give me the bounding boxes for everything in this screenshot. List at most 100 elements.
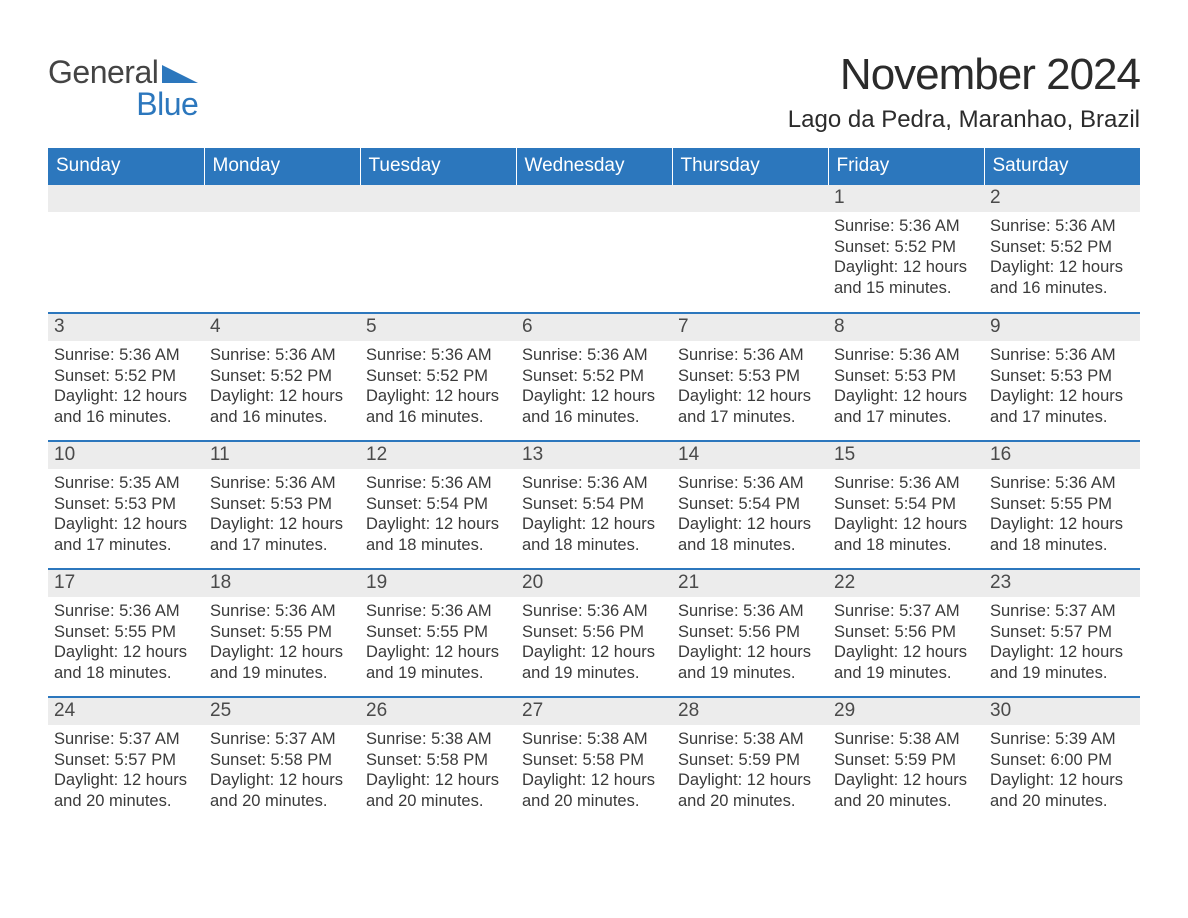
daylight-line: Daylight: 12 hours and 18 minutes. [522,514,666,555]
sunrise-line: Sunrise: 5:38 AM [522,729,666,750]
empty-day [204,185,360,212]
day-number: 17 [48,570,204,597]
daylight-line: Daylight: 12 hours and 19 minutes. [366,642,510,683]
calendar-cell: 24Sunrise: 5:37 AMSunset: 5:57 PMDayligh… [48,697,204,825]
daylight-line: Daylight: 12 hours and 19 minutes. [834,642,978,683]
calendar-cell: 21Sunrise: 5:36 AMSunset: 5:56 PMDayligh… [672,569,828,697]
title-block: November 2024 Lago da Pedra, Maranhao, B… [788,50,1140,134]
sunset-line: Sunset: 5:55 PM [366,622,510,643]
day-number: 19 [360,570,516,597]
daylight-line: Daylight: 12 hours and 20 minutes. [54,770,198,811]
daylight-line: Daylight: 12 hours and 18 minutes. [990,514,1134,555]
day-number: 29 [828,698,984,725]
day-details: Sunrise: 5:38 AMSunset: 5:58 PMDaylight:… [360,725,516,818]
day-number: 10 [48,442,204,469]
day-details: Sunrise: 5:36 AMSunset: 5:56 PMDaylight:… [672,597,828,690]
empty-day [516,185,672,212]
daylight-line: Daylight: 12 hours and 16 minutes. [54,386,198,427]
day-number: 18 [204,570,360,597]
calendar-row: 17Sunrise: 5:36 AMSunset: 5:55 PMDayligh… [48,569,1140,697]
day-details: Sunrise: 5:39 AMSunset: 6:00 PMDaylight:… [984,725,1140,818]
sunset-line: Sunset: 5:52 PM [54,366,198,387]
day-details: Sunrise: 5:36 AMSunset: 5:54 PMDaylight:… [516,469,672,562]
calendar-cell: 15Sunrise: 5:36 AMSunset: 5:54 PMDayligh… [828,441,984,569]
daylight-line: Daylight: 12 hours and 20 minutes. [990,770,1134,811]
sunrise-line: Sunrise: 5:38 AM [834,729,978,750]
logo-text-blue: Blue [136,88,198,120]
daylight-line: Daylight: 12 hours and 16 minutes. [990,257,1134,298]
sunset-line: Sunset: 5:53 PM [834,366,978,387]
sunrise-line: Sunrise: 5:36 AM [366,601,510,622]
day-details: Sunrise: 5:35 AMSunset: 5:53 PMDaylight:… [48,469,204,562]
calendar-cell: 29 Sunrise: 5:38 AMSunset: 5:59 PMDayligh… [828,697,984,825]
calendar-cell: 27Sunrise: 5:38 AMSunset: 5:58 PMDayligh… [516,697,672,825]
daylight-line: Daylight: 12 hours and 19 minutes. [210,642,354,683]
calendar-cell: 5Sunrise: 5:36 AMSunset: 5:52 PMDaylight… [360,313,516,441]
calendar-cell: 8 Sunrise: 5:36 AMSunset: 5:53 PMDaylight… [828,313,984,441]
daylight-line: Daylight: 12 hours and 20 minutes. [834,770,978,811]
day-number: 2 [984,185,1140,212]
calendar-cell: 7Sunrise: 5:36 AMSunset: 5:53 PMDaylight… [672,313,828,441]
day-number: 25 [204,698,360,725]
calendar-cell: 30Sunrise: 5:39 AMSunset: 6:00 PMDayligh… [984,697,1140,825]
day-details: Sunrise: 5:36 AMSunset: 5:52 PMDaylight:… [828,212,984,305]
day-number: 30 [984,698,1140,725]
sunset-line: Sunset: 5:53 PM [210,494,354,515]
weekday-header: Saturday [984,148,1140,185]
calendar-cell: 1Sunrise: 5:36 AMSunset: 5:52 PMDaylight… [828,185,984,313]
day-number: 23 [984,570,1140,597]
calendar-cell [204,185,360,313]
sunrise-line: Sunrise: 5:37 AM [54,729,198,750]
weekday-header-row: SundayMondayTuesdayWednesdayThursdayFrid… [48,148,1140,185]
day-number: 16 [984,442,1140,469]
sunrise-line: Sunrise: 5:36 AM [990,216,1134,237]
daylight-line: Daylight: 12 hours and 18 minutes. [366,514,510,555]
logo: General Blue [48,56,198,120]
sunrise-line: Sunrise: 5:36 AM [522,601,666,622]
calendar-cell: 17Sunrise: 5:36 AMSunset: 5:55 PMDayligh… [48,569,204,697]
sunrise-line: Sunrise: 5:36 AM [678,601,822,622]
sunset-line: Sunset: 5:54 PM [678,494,822,515]
day-number: 14 [672,442,828,469]
daylight-line: Daylight: 12 hours and 19 minutes. [990,642,1134,683]
calendar-cell: 12Sunrise: 5:36 AMSunset: 5:54 PMDayligh… [360,441,516,569]
calendar-cell [360,185,516,313]
calendar-cell [672,185,828,313]
daylight-line: Daylight: 12 hours and 17 minutes. [834,386,978,427]
sunrise-line: Sunrise: 5:36 AM [834,345,978,366]
daylight-line: Daylight: 12 hours and 20 minutes. [366,770,510,811]
sunrise-line: Sunrise: 5:36 AM [990,345,1134,366]
day-details: Sunrise: 5:36 AMSunset: 5:54 PMDaylight:… [828,469,984,562]
calendar-table: SundayMondayTuesdayWednesdayThursdayFrid… [48,148,1140,825]
day-details: Sunrise: 5:36 AMSunset: 5:53 PMDaylight:… [672,341,828,434]
sunset-line: Sunset: 5:56 PM [834,622,978,643]
sunrise-line: Sunrise: 5:36 AM [990,473,1134,494]
sunrise-line: Sunrise: 5:37 AM [834,601,978,622]
daylight-line: Daylight: 12 hours and 18 minutes. [678,514,822,555]
sunset-line: Sunset: 5:52 PM [210,366,354,387]
sunrise-line: Sunrise: 5:36 AM [678,473,822,494]
sunset-line: Sunset: 5:53 PM [54,494,198,515]
day-details: Sunrise: 5:36 AMSunset: 5:54 PMDaylight:… [672,469,828,562]
sunrise-line: Sunrise: 5:36 AM [366,473,510,494]
sunset-line: Sunset: 5:57 PM [990,622,1134,643]
sunset-line: Sunset: 5:52 PM [366,366,510,387]
sunset-line: Sunset: 5:52 PM [990,237,1134,258]
logo-triangle-icon [162,65,198,83]
daylight-line: Daylight: 12 hours and 19 minutes. [678,642,822,683]
sunset-line: Sunset: 5:54 PM [366,494,510,515]
page-header: General Blue November 2024 Lago da Pedra… [48,50,1140,134]
day-number: 8 [828,314,984,341]
sunset-line: Sunset: 5:59 PM [834,750,978,771]
calendar-cell: 28Sunrise: 5:38 AMSunset: 5:59 PMDayligh… [672,697,828,825]
day-number: 9 [984,314,1140,341]
sunset-line: Sunset: 5:56 PM [522,622,666,643]
calendar-cell: 20Sunrise: 5:36 AMSunset: 5:56 PMDayligh… [516,569,672,697]
day-number: 24 [48,698,204,725]
sunset-line: Sunset: 5:55 PM [990,494,1134,515]
daylight-line: Daylight: 12 hours and 17 minutes. [210,514,354,555]
sunset-line: Sunset: 5:56 PM [678,622,822,643]
day-details: Sunrise: 5:37 AMSunset: 5:57 PMDaylight:… [984,597,1140,690]
calendar-cell: 19 Sunrise: 5:36 AMSunset: 5:55 PMDayligh… [360,569,516,697]
sunset-line: Sunset: 5:52 PM [522,366,666,387]
